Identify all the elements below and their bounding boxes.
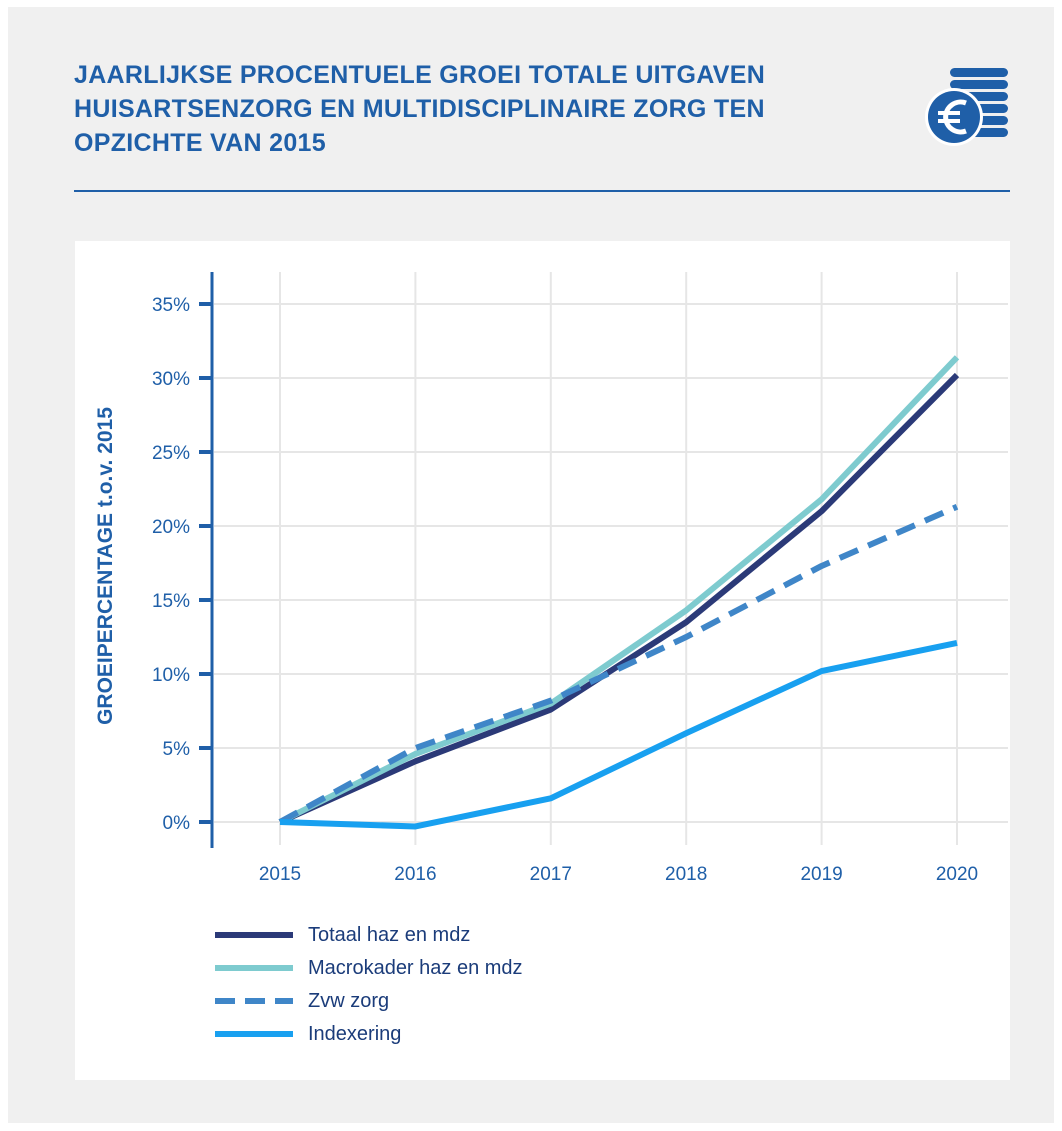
legend-swatch — [215, 1031, 293, 1037]
euro-coins-icon — [925, 68, 1008, 146]
title-line: HUISARTSENZORG EN MULTIDISCIPLINAIRE ZOR… — [74, 95, 765, 123]
legend-swatch — [215, 998, 293, 1004]
legend-swatch — [215, 965, 293, 971]
legend-swatch — [215, 932, 293, 938]
legend-label: Indexering — [308, 1023, 402, 1045]
title-line: OPZICHTE VAN 2015 — [74, 129, 326, 157]
legend-label: Totaal haz en mdz — [308, 924, 471, 946]
y-axis-label: GROEIPERCENTAGE t.o.v. 2015 — [94, 407, 117, 725]
title-divider — [74, 190, 1010, 192]
chart-title: JAARLIJKSE PROCENTUELE GROEI TOTALE UITG… — [74, 58, 874, 160]
title-line: JAARLIJKSE PROCENTUELE GROEI TOTALE UITG… — [74, 61, 766, 89]
chart-card — [75, 241, 1010, 1080]
legend-label: Macrokader haz en mdz — [308, 957, 523, 979]
legend-label: Zvw zorg — [308, 990, 390, 1012]
